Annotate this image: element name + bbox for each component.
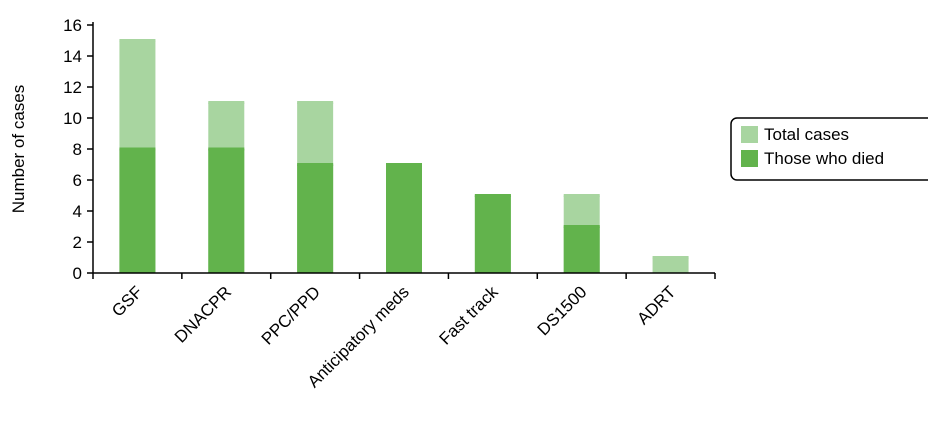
bar-those-who-died-5: [563, 226, 600, 273]
y-axis-title: Number of cases: [9, 85, 28, 214]
bar-those-who-died-1: [208, 149, 245, 273]
y-tick-label-1: 2: [73, 233, 82, 252]
bar-those-who-died-0: [119, 149, 156, 273]
y-tick-label-6: 12: [63, 78, 82, 97]
y-tick-label-0: 0: [73, 264, 82, 283]
category-label-5: DS1500: [534, 282, 591, 339]
category-label-6: ADRT: [633, 282, 679, 328]
category-label-2: PPC/PPD: [258, 282, 324, 348]
legend-swatch-1: [741, 150, 758, 167]
category-label-0: GSF: [108, 282, 146, 320]
category-label-4: Fast track: [435, 282, 502, 349]
y-tick-label-5: 10: [63, 109, 82, 128]
y-tick-label-2: 4: [73, 202, 82, 221]
legend-label-1: Those who died: [764, 149, 884, 168]
bar-total-cases-6: [652, 257, 689, 273]
bars-layer: [119, 39, 689, 273]
legend-swatch-0: [741, 126, 758, 143]
y-tick-label-4: 8: [73, 140, 82, 159]
bar-those-who-died-3: [386, 164, 422, 273]
bar-those-who-died-2: [297, 164, 334, 273]
y-tick-label-8: 16: [63, 16, 82, 35]
legend: Total cases Those who died: [730, 117, 928, 181]
legend-box: [730, 117, 928, 181]
bar-those-who-died-4: [474, 195, 511, 273]
category-label-1: DNACPR: [171, 282, 235, 346]
y-tick-label-3: 6: [73, 171, 82, 190]
legend-label-0: Total cases: [764, 125, 849, 144]
y-tick-label-7: 14: [63, 47, 82, 66]
